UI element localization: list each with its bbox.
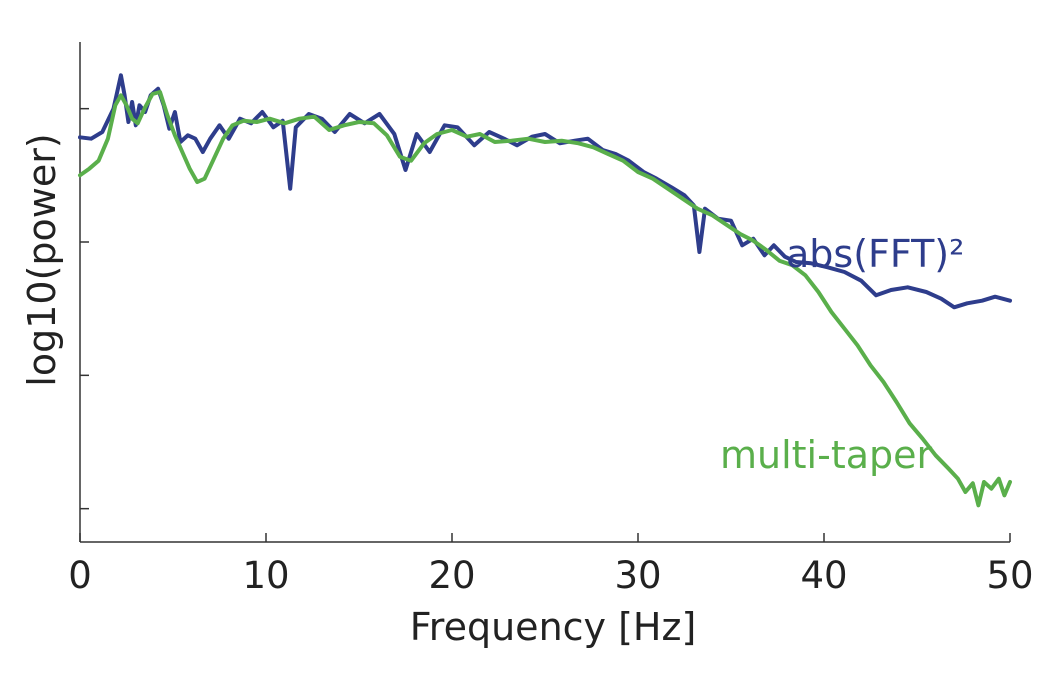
y-ticks <box>80 107 89 510</box>
y-axis-label: log10(power) <box>20 133 64 386</box>
axes <box>79 42 1010 543</box>
x-tick-label: 10 <box>242 554 289 597</box>
x-tick-label: 0 <box>68 554 92 597</box>
series-label-multitaper: multi-taper <box>720 433 933 477</box>
series-group <box>78 73 1012 508</box>
x-tick-label: 30 <box>614 554 661 597</box>
series-label-fft: abs(FFT)² <box>786 232 964 276</box>
x-axis-label: Frequency [Hz] <box>410 605 697 649</box>
x-tick-label: 50 <box>986 554 1033 597</box>
series-line-multitaper <box>78 90 1012 508</box>
x-tick-label: 20 <box>428 554 475 597</box>
x-tick-label: 40 <box>800 554 847 597</box>
x-ticks: 0 10 20 30 40 50 <box>68 533 1034 597</box>
